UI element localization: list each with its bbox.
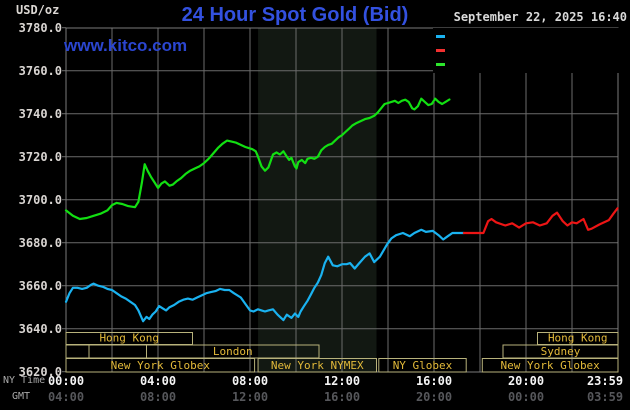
y-axis-units-label: USD/oz bbox=[16, 3, 60, 17]
session-label: Hong Kong bbox=[99, 332, 159, 345]
session-label: NY Globex bbox=[393, 359, 453, 372]
page-title: 24 Hour Spot Gold (Bid) bbox=[181, 4, 409, 26]
session-box bbox=[65, 344, 90, 359]
series-red bbox=[462, 207, 619, 235]
session-label: New York NYMEX bbox=[271, 359, 364, 372]
y-tick-label: 3780.0 bbox=[18, 20, 62, 35]
gmt-tick-label: 08:00 bbox=[139, 390, 177, 404]
legend-dash-icon bbox=[436, 34, 445, 38]
series-cyan bbox=[64, 228, 465, 323]
legend-dash-icon bbox=[436, 48, 445, 52]
y-tick-label: 3760.0 bbox=[18, 63, 62, 78]
session-label: Hong Kong bbox=[548, 332, 608, 345]
ny-time-tick-label: 08:00 bbox=[231, 374, 269, 388]
session-label: Sydney bbox=[541, 345, 581, 358]
gmt-axis-label: GMT bbox=[12, 391, 31, 402]
y-tick-label: 3720.0 bbox=[18, 149, 62, 164]
y-tick-label: 3700.0 bbox=[18, 192, 62, 207]
gmt-tick-label: 12:00 bbox=[231, 390, 269, 404]
y-tick-label: 3680.0 bbox=[18, 235, 62, 250]
legend-item-sep22: Sep 22 Last 3746.60 bbox=[435, 57, 630, 71]
gmt-tick-label: 16:00 bbox=[323, 390, 361, 404]
ny-time-tick-label: 12:00 bbox=[323, 374, 361, 388]
chart-datetime: September 22, 2025 16:40 bbox=[453, 10, 627, 24]
series-green bbox=[64, 97, 451, 221]
kitco-watermark-link[interactable]: www.kitco.com bbox=[64, 36, 188, 55]
gmt-tick-label: 03:59 bbox=[586, 390, 624, 404]
session-label: New York Globex bbox=[500, 359, 600, 372]
session-box bbox=[481, 358, 619, 373]
ny-time-tick-label: 00:00 bbox=[47, 374, 85, 388]
session-label: New York Globex bbox=[111, 359, 211, 372]
legend-label: Sep 19 NY close 3684.00 bbox=[450, 29, 617, 43]
legend-item-sep21: Sep 21 Sunday bbox=[435, 43, 630, 57]
y-tick-label: 3660.0 bbox=[18, 278, 62, 293]
session-label: London bbox=[213, 345, 253, 358]
ny-time-axis-label: NY Time bbox=[3, 375, 46, 386]
ny-time-tick-label: 04:00 bbox=[139, 374, 177, 388]
session-box bbox=[257, 358, 377, 373]
legend-dash-icon bbox=[436, 62, 445, 66]
gmt-tick-label: 04:00 bbox=[47, 390, 85, 404]
y-tick-label: 3620.0 bbox=[18, 364, 62, 379]
ny-time-tick-label: 16:00 bbox=[415, 374, 453, 388]
ny-time-tick-label: 20:00 bbox=[507, 374, 545, 388]
ny-time-tick-label: 23:59 bbox=[586, 374, 624, 388]
legend-label: Sep 21 Sunday bbox=[450, 43, 544, 57]
legend: Sep 19 NY close 3684.00 Sep 21 Sunday Se… bbox=[433, 28, 630, 73]
gridlines bbox=[62, 27, 618, 373]
gmt-tick-label: 00:00 bbox=[507, 390, 545, 404]
legend-item-sep19: Sep 19 NY close 3684.00 bbox=[435, 29, 630, 43]
gmt-tick-label: 20:00 bbox=[415, 390, 453, 404]
session-box bbox=[88, 344, 147, 359]
legend-label: Sep 22 Last 3746.60 bbox=[450, 57, 588, 71]
y-tick-label: 3640.0 bbox=[18, 321, 62, 336]
y-tick-label: 3740.0 bbox=[18, 106, 62, 121]
session-box bbox=[378, 358, 467, 373]
session-box bbox=[65, 358, 256, 373]
